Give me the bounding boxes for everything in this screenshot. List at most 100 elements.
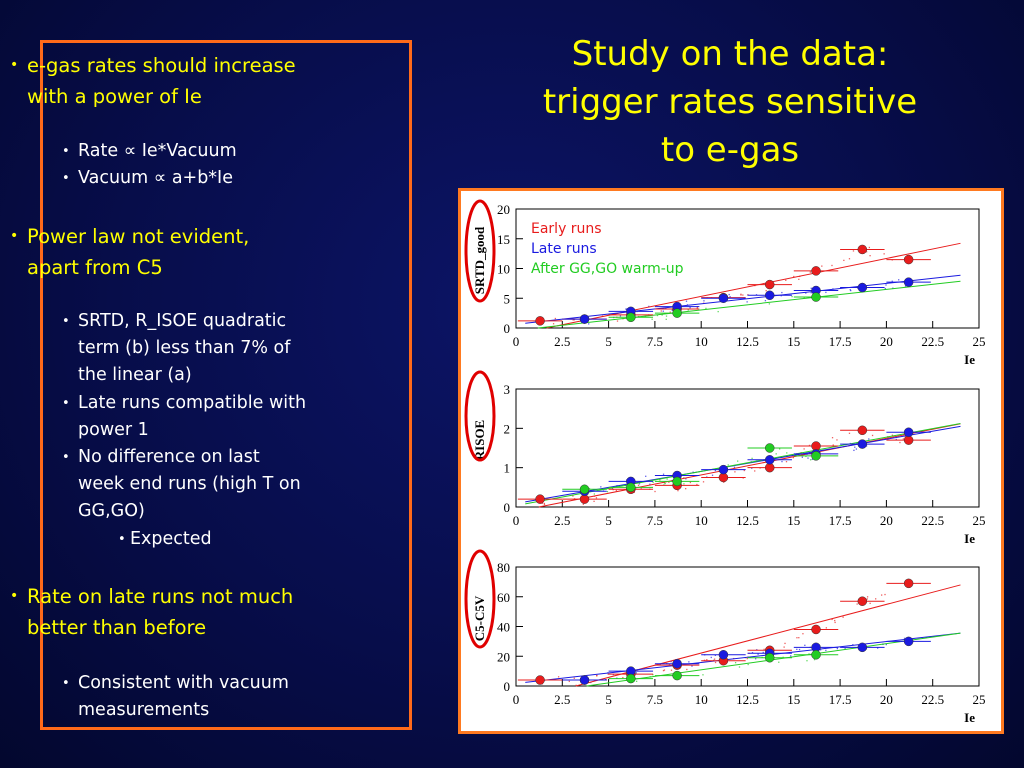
bullet-dot-icon: •	[62, 396, 70, 411]
scatter-dot	[891, 280, 893, 282]
x-tick-label: 25	[973, 692, 986, 707]
x-tick-label: 15	[787, 513, 800, 528]
scatter-dot	[791, 295, 793, 298]
scatter-dot	[751, 467, 753, 469]
scatter-dot	[885, 284, 887, 286]
scatter-dot	[702, 481, 705, 483]
scatter-dot	[883, 253, 885, 255]
scatter-dot	[792, 456, 795, 459]
y-tick-label: 20	[497, 202, 510, 217]
scatter-dot	[756, 649, 758, 651]
data-point	[672, 308, 682, 318]
data-point	[857, 244, 868, 255]
scatter-dot	[568, 680, 570, 683]
scatter-dot	[668, 481, 670, 483]
scatter-dot	[573, 319, 575, 321]
scatter-dot	[853, 449, 855, 452]
scatter-dot	[793, 275, 795, 278]
scatter-dot	[689, 307, 691, 309]
scatter-dot	[666, 478, 668, 480]
scatter-dot	[884, 593, 886, 596]
scatter-dot	[595, 497, 598, 499]
scatter-dot	[714, 654, 717, 656]
sub-bullet-item: • Consistent with vacuum	[62, 670, 289, 697]
data-point	[903, 427, 914, 438]
x-tick-label: 25	[973, 513, 986, 528]
scatter-dot	[659, 479, 661, 481]
fit-line	[546, 242, 961, 329]
scatter-dot	[884, 287, 886, 290]
bullet-dot-icon: •	[118, 532, 126, 547]
scatter-dot	[625, 308, 627, 310]
legend-entry: After GG,GO warm-up	[531, 261, 684, 277]
data-point	[672, 658, 682, 669]
scatter-dot	[798, 637, 800, 639]
scatter-dot	[575, 684, 577, 686]
data-point	[672, 476, 682, 487]
scatter-dot	[904, 285, 907, 287]
y-tick-label: 10	[497, 262, 510, 277]
x-tick-label: 10	[695, 692, 708, 707]
scatter-dot	[588, 323, 590, 325]
scatter-dot	[768, 303, 771, 305]
scatter-dot	[588, 487, 591, 490]
scatter-dot	[656, 314, 659, 317]
scatter-dot	[696, 483, 698, 486]
scatter-dot	[899, 441, 901, 444]
data-point	[811, 451, 821, 461]
scatter-dot	[763, 648, 765, 651]
x-tick-label: 17.5	[829, 334, 852, 349]
scatter-dot	[652, 674, 654, 676]
plot-panel: 0 5 10 15 20 0 2.5 5 7.5 10 12.5 15 17.5 20 22.5 25 Ie SR…	[458, 188, 1004, 734]
x-tick-label: 7.5	[647, 334, 663, 349]
scatter-dot	[875, 598, 877, 600]
title-line: trigger rates sensitive	[542, 82, 918, 122]
data-point	[626, 673, 636, 684]
scatter-dot	[842, 616, 844, 618]
data-point	[718, 650, 729, 660]
x-tick-label: 2.5	[554, 334, 570, 349]
scatter-dot	[714, 661, 717, 664]
data-point	[626, 482, 636, 493]
scatter-dot	[689, 481, 692, 484]
scatter-dot	[686, 668, 688, 671]
scatter-dot	[871, 434, 874, 437]
scatter-dot	[727, 464, 729, 466]
scatter-dot	[877, 647, 879, 649]
data-point	[764, 443, 775, 453]
scatter-dot	[885, 643, 887, 646]
sub-bullet-item: • SRTD, R_ISOE quadratic	[62, 308, 286, 335]
scatter-dot	[825, 649, 827, 652]
data-point	[579, 314, 590, 324]
scatter-dot	[552, 323, 555, 325]
scatter-dot	[692, 471, 694, 473]
scatter-dot	[554, 317, 557, 320]
scatter-dot	[622, 676, 624, 679]
scatter-dot	[751, 457, 753, 460]
scatter-dot	[866, 596, 869, 598]
scatter-dot	[572, 319, 574, 321]
scatter-dot	[645, 475, 647, 477]
scatter-dot	[891, 434, 894, 436]
highlight-circle	[464, 199, 496, 303]
scatter-dot	[663, 669, 666, 671]
scatter-dot	[803, 448, 805, 450]
scatter-dot	[781, 291, 783, 294]
scatter-dot	[854, 446, 856, 448]
y-tick-label: 3	[504, 382, 511, 397]
scatter-dot	[832, 444, 834, 446]
y-tick-label: 20	[497, 649, 510, 664]
scatter-dot	[819, 649, 822, 651]
scatter-dot	[654, 490, 656, 493]
scatter-dot	[649, 483, 651, 485]
x-tick-label: 25	[973, 334, 986, 349]
scatter-dot	[849, 289, 851, 291]
fit-line	[525, 632, 961, 683]
scatter-dot	[619, 315, 622, 317]
scatter-dot	[637, 484, 640, 486]
data-point	[672, 670, 682, 681]
scatter-dot	[825, 291, 827, 294]
y-axis-label: RISOE	[472, 420, 487, 460]
scatter-dot	[785, 461, 788, 463]
bullet-panel	[40, 40, 412, 730]
